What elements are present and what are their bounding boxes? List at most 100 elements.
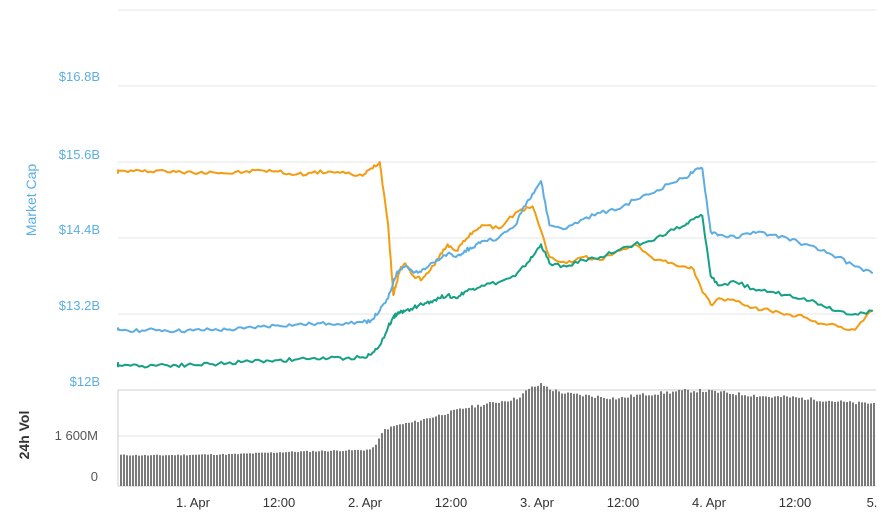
volume-bar bbox=[258, 452, 260, 486]
volume-bar bbox=[522, 393, 524, 486]
volume-bar bbox=[834, 402, 836, 486]
volume-bar bbox=[300, 451, 302, 486]
volume-bar bbox=[462, 408, 464, 486]
volume-bar bbox=[558, 391, 560, 486]
volume-bar bbox=[399, 424, 401, 486]
volume-bar bbox=[756, 397, 758, 486]
volume-bar bbox=[126, 455, 128, 486]
y-tick-label: $16.8B bbox=[59, 69, 100, 84]
volume-bar bbox=[276, 452, 278, 486]
volume-bar bbox=[219, 454, 221, 486]
volume-bar bbox=[351, 450, 353, 486]
volume-bar bbox=[120, 454, 122, 486]
volume-bar bbox=[378, 438, 380, 486]
main-y-ticks: $16.8B $15.6B $14.4B $13.2B $12B bbox=[59, 69, 100, 389]
volume-bar bbox=[360, 450, 362, 486]
volume-bar bbox=[216, 455, 218, 486]
volume-bar bbox=[624, 397, 626, 486]
y-tick-label: $12B bbox=[70, 374, 100, 389]
volume-bar bbox=[204, 454, 206, 486]
volume-bar bbox=[516, 399, 518, 486]
volume-bar bbox=[345, 450, 347, 486]
volume-bar bbox=[171, 455, 173, 486]
volume-bar bbox=[675, 391, 677, 486]
vol-y-tick-label: 1 600M bbox=[55, 428, 98, 443]
volume-bar bbox=[642, 393, 644, 486]
volume-bar bbox=[636, 394, 638, 486]
volume-bar bbox=[867, 403, 869, 486]
volume-bar bbox=[222, 453, 224, 486]
volume-bar bbox=[450, 410, 452, 486]
main-grid bbox=[118, 9, 876, 391]
volume-bar bbox=[417, 422, 419, 486]
volume-bar bbox=[123, 454, 125, 486]
volume-bar bbox=[804, 400, 806, 486]
volume-bar bbox=[183, 454, 185, 486]
volume-bar bbox=[213, 455, 215, 486]
volume-bar bbox=[294, 451, 296, 486]
volume-bar bbox=[318, 451, 320, 486]
volume-bar bbox=[861, 402, 863, 486]
volume-bar bbox=[402, 424, 404, 486]
volume-bar bbox=[396, 425, 398, 486]
volume-bar bbox=[864, 402, 866, 486]
volume-bar bbox=[708, 389, 710, 486]
volume-bar bbox=[618, 398, 620, 486]
x-tick-label: 12:00 bbox=[779, 495, 812, 510]
volume-bar bbox=[567, 392, 569, 486]
volume-bar bbox=[858, 401, 860, 486]
volume-bar bbox=[771, 397, 773, 486]
volume-bar bbox=[456, 409, 458, 486]
volume-bar bbox=[681, 390, 683, 486]
volume-bar bbox=[774, 396, 776, 486]
volume-bar bbox=[663, 393, 665, 486]
volume-bar bbox=[759, 396, 761, 486]
volume-bar bbox=[645, 395, 647, 486]
volume-bar bbox=[852, 402, 854, 486]
volume-bar bbox=[369, 449, 371, 486]
volume-bar bbox=[507, 401, 509, 486]
y-tick-label: $15.6B bbox=[59, 147, 100, 162]
volume-bar bbox=[792, 396, 794, 486]
volume-bar bbox=[210, 454, 212, 486]
volume-bar bbox=[666, 391, 668, 486]
volume-bar bbox=[297, 452, 299, 486]
volume-bar bbox=[627, 397, 629, 486]
volume-bar bbox=[840, 400, 842, 486]
volume-bar bbox=[285, 452, 287, 486]
volume-bar bbox=[846, 402, 848, 486]
volume-bar bbox=[315, 451, 317, 486]
volume-bar bbox=[135, 454, 137, 486]
volume-bar bbox=[381, 433, 383, 486]
volume-bar bbox=[573, 393, 575, 486]
volume-bar bbox=[420, 420, 422, 486]
volume-bar bbox=[711, 390, 713, 486]
volume-bar bbox=[633, 396, 635, 486]
volume-bar bbox=[699, 388, 701, 486]
volume-bar bbox=[705, 391, 707, 486]
x-tick-label: 12:00 bbox=[263, 495, 296, 510]
volume-bar bbox=[843, 401, 845, 486]
volume-bar bbox=[225, 454, 227, 486]
volume-bar bbox=[252, 453, 254, 486]
volume-bar bbox=[387, 429, 389, 486]
volume-bar bbox=[693, 391, 695, 486]
volume-bar bbox=[303, 451, 305, 486]
volume-bar bbox=[246, 453, 248, 486]
volume-bar bbox=[261, 452, 263, 486]
volume-bar bbox=[423, 419, 425, 486]
volume-bar bbox=[180, 455, 182, 486]
volume-bar bbox=[765, 396, 767, 486]
volume-bar bbox=[441, 415, 443, 486]
volume-bar bbox=[321, 450, 323, 486]
volume-bar bbox=[855, 404, 857, 486]
x-tick-label: 3. Apr bbox=[520, 495, 555, 510]
volume-bar bbox=[495, 402, 497, 486]
volume-bar bbox=[255, 452, 257, 486]
volume-bar bbox=[810, 397, 812, 486]
x-tick-label: 5. bbox=[867, 495, 878, 510]
volume-bar bbox=[288, 451, 290, 486]
volume-bar bbox=[630, 394, 632, 486]
x-tick-label: 4. Apr bbox=[692, 495, 727, 510]
x-tick-label: 12:00 bbox=[607, 495, 640, 510]
